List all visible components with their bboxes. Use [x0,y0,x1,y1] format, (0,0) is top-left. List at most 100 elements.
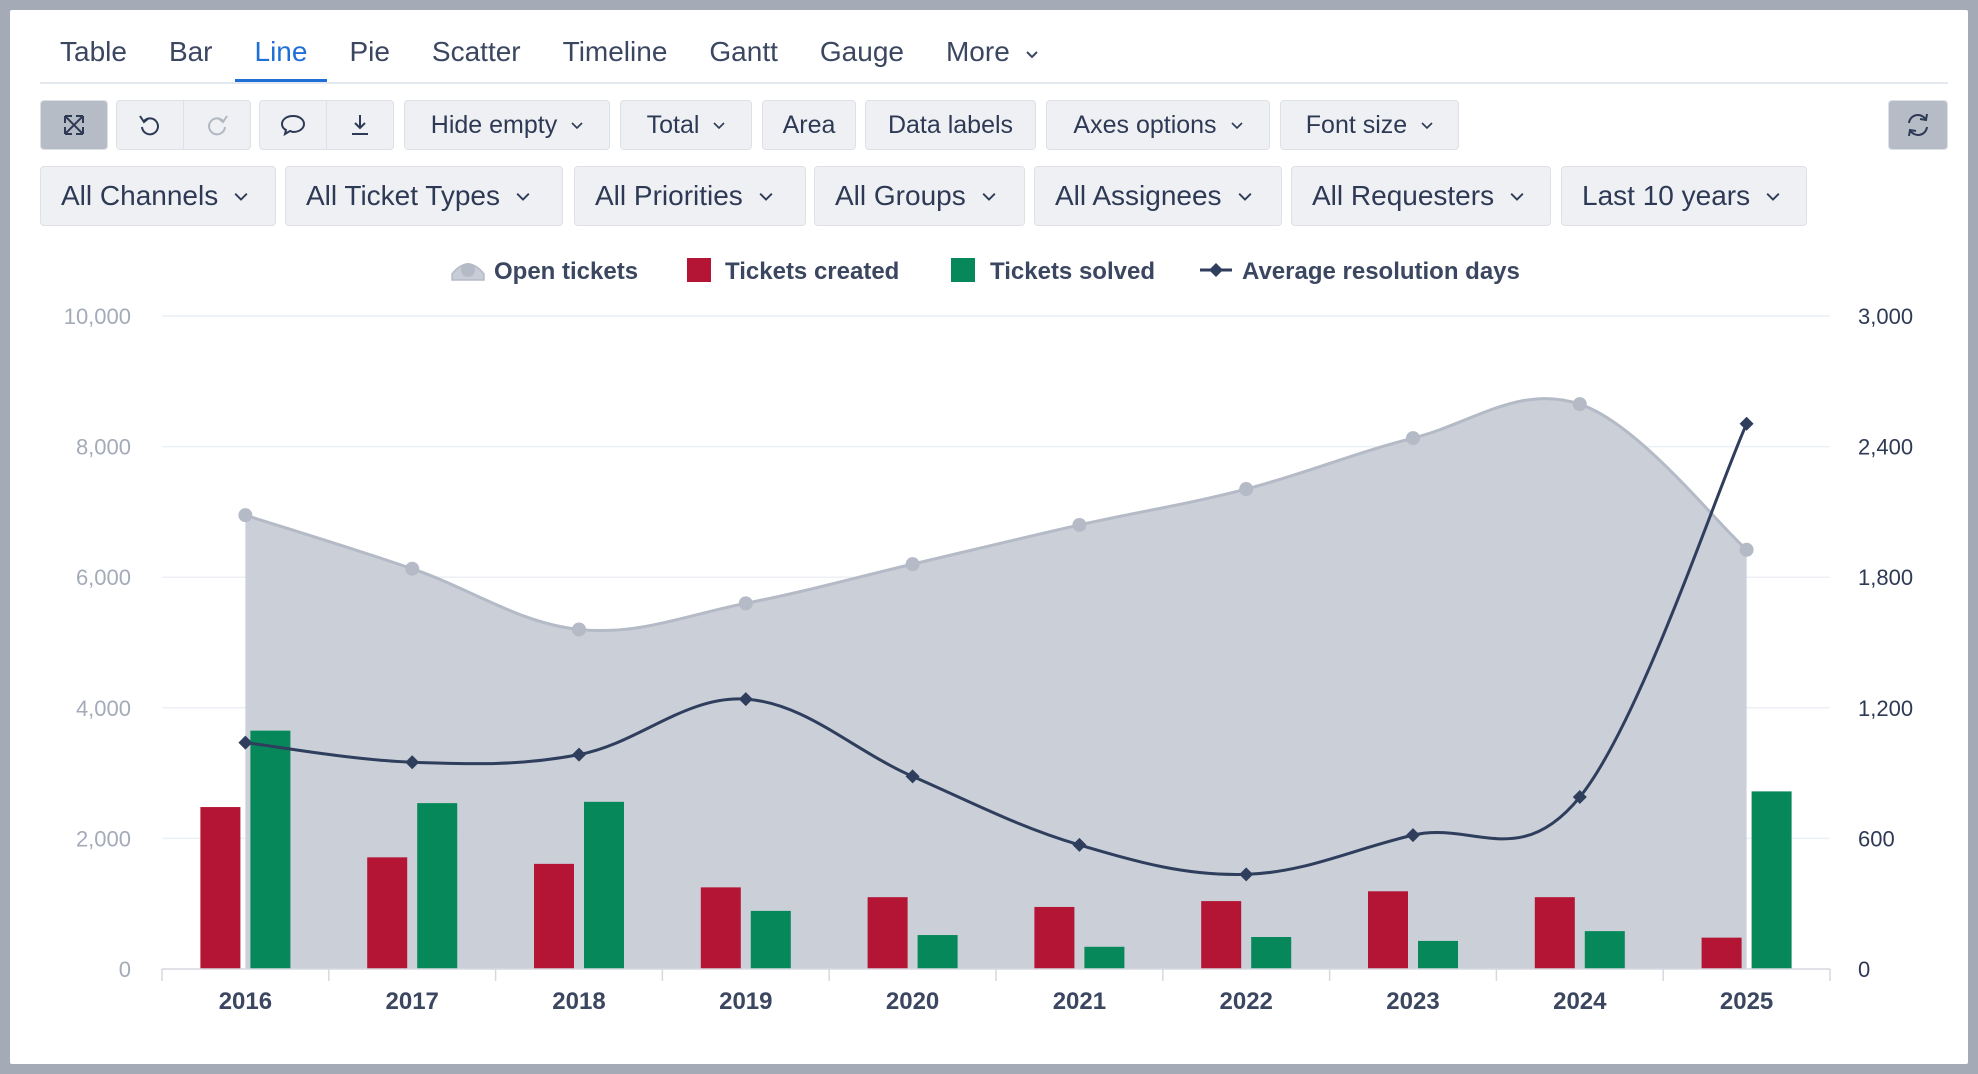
resolution-days-point[interactable] [905,769,920,784]
resolution-days-point[interactable] [1406,828,1420,843]
open-tickets-point[interactable] [572,622,586,637]
area-button[interactable]: Area [762,100,856,150]
chevron-down-icon [1026,51,1038,59]
tickets-solved-bar[interactable] [1418,940,1458,969]
resolution-days-point[interactable] [238,735,253,750]
chart-toolbar: Hide empty Total Area Data labels Axes o… [40,100,1948,154]
tickets-solved-bar[interactable] [1084,946,1125,969]
tab-more[interactable]: More [926,28,1060,82]
open-tickets-point[interactable] [1406,431,1420,446]
priorities-filter[interactable]: All Priorities [574,166,806,226]
legend-swatch [687,258,711,282]
tab-pie[interactable]: Pie [329,28,409,82]
undo-button[interactable] [116,100,184,150]
tab-gantt[interactable]: Gantt [689,28,797,82]
open-tickets-point[interactable] [905,557,920,572]
y-tick-label: 0 [119,957,131,982]
ticket-types-filter-label: All Ticket Types [306,180,501,211]
period-filter[interactable]: Last 10 years [1561,166,1807,226]
channels-filter[interactable]: All Channels [40,166,276,226]
tickets-solved-bar[interactable] [750,910,791,969]
tickets-solved-bar[interactable] [1751,791,1792,969]
redo-button[interactable] [183,100,251,150]
legend-item-tickets-created[interactable]: Tickets created [687,258,899,285]
tickets-created-bar[interactable] [1034,906,1075,969]
total-dropdown[interactable]: Total [620,100,752,150]
y2-tick-label: 1,200 [1858,696,1913,721]
x-tick-label: 2020 [886,988,939,1015]
open-tickets-point[interactable] [738,596,753,611]
expand-arrows-icon [64,115,84,135]
x-tick-label: 2016 [219,988,272,1015]
legend-item-tickets-solved[interactable]: Tickets solved [951,258,1155,285]
tickets-created-bar[interactable] [1534,897,1575,969]
y2-tick-label: 1,800 [1858,565,1913,590]
resolution-days-point[interactable] [1572,790,1587,805]
bars-layer [200,730,1792,969]
tickets-solved-bar[interactable] [917,935,958,969]
resolution-days-point[interactable] [738,692,753,707]
tab-table[interactable]: Table [40,28,147,82]
tab-scatter[interactable]: Scatter [412,28,541,82]
y-tick-label: 2,000 [76,826,131,851]
open-tickets-point[interactable] [1739,542,1754,557]
tab-line[interactable]: Line [234,28,328,82]
axes-options-dropdown[interactable]: Axes options [1046,100,1270,150]
open-tickets-area [245,398,1747,969]
resolution-days-point[interactable] [572,747,586,762]
ticket-types-filter[interactable]: All Ticket Types [285,166,563,226]
download-icon [352,115,368,135]
tickets-solved-bar[interactable] [417,803,458,969]
download-button[interactable] [326,100,394,150]
fullscreen-button[interactable] [40,100,108,150]
requesters-filter[interactable]: All Requesters [1291,166,1551,226]
legend-item-resolution-days[interactable]: Average resolution days [1200,258,1520,285]
tickets-created-bar[interactable] [534,863,574,969]
tickets-created-bar[interactable] [1701,937,1742,969]
open-tickets-point[interactable] [238,508,253,523]
tickets-solved-bar[interactable] [1251,937,1292,969]
priorities-filter-label: All Priorities [595,180,743,211]
tickets-created-bar[interactable] [1201,901,1242,969]
x-tick-label: 2025 [1720,988,1773,1015]
tickets-created-bar[interactable] [1368,891,1408,969]
font-size-label: Font size [1305,110,1408,139]
tickets-solved-bar[interactable] [1584,931,1625,969]
open-tickets-point[interactable] [405,561,420,576]
tab-bar[interactable]: Bar [149,28,233,82]
chevron-down-icon [1766,193,1780,201]
resolution-days-point[interactable] [405,755,420,770]
x-tick-label: 2017 [386,988,439,1015]
chevron-down-icon [1510,193,1524,201]
x-tick-label: 2022 [1220,988,1273,1015]
tab-label: Gantt [709,36,778,67]
filter-bar: All Channels All Ticket Types All Priori… [40,166,1948,228]
comment-button[interactable] [259,100,327,150]
assignees-filter[interactable]: All Assignees [1034,166,1282,226]
legend-swatch [951,258,975,282]
axes-options-label: Axes options [1073,110,1217,139]
font-size-dropdown[interactable]: Font size [1280,100,1459,150]
tickets-created-bar[interactable] [700,887,741,969]
tickets-solved-bar[interactable] [584,801,624,969]
open-tickets-point[interactable] [1072,517,1087,532]
hide-empty-dropdown[interactable]: Hide empty [404,100,610,150]
chart-type-tabs: Table Bar Line Pie Scatter Timeline Gant… [40,10,1948,84]
tickets-created-bar[interactable] [867,897,908,969]
groups-filter[interactable]: All Groups [814,166,1025,226]
open-tickets-point[interactable] [1239,482,1254,497]
refresh-button[interactable] [1888,100,1948,150]
resolution-days-point[interactable] [1072,837,1087,852]
period-filter-label: Last 10 years [1582,180,1751,211]
open-tickets-point[interactable] [1572,397,1587,412]
tickets-created-bar[interactable] [367,857,408,969]
tab-timeline[interactable]: Timeline [543,28,688,82]
resolution-days-point[interactable] [1239,867,1254,882]
tickets-solved-bar[interactable] [250,730,291,969]
legend-item-open-tickets[interactable]: Open tickets [451,258,638,285]
tickets-created-bar[interactable] [200,807,241,969]
tab-gauge[interactable]: Gauge [800,28,924,82]
y2-tick-label: 2,400 [1858,435,1913,460]
resolution-days-point[interactable] [1739,416,1754,431]
data-labels-button[interactable]: Data labels [865,100,1036,150]
